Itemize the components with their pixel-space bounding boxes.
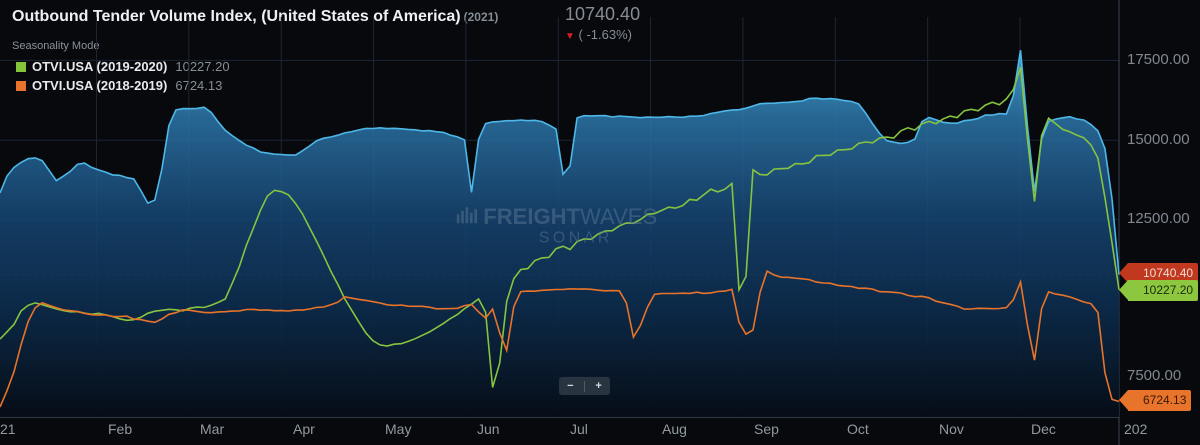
- svg-text:FREIGHTWAVES: FREIGHTWAVES: [483, 204, 657, 229]
- svg-text:SONAR: SONAR: [539, 230, 613, 247]
